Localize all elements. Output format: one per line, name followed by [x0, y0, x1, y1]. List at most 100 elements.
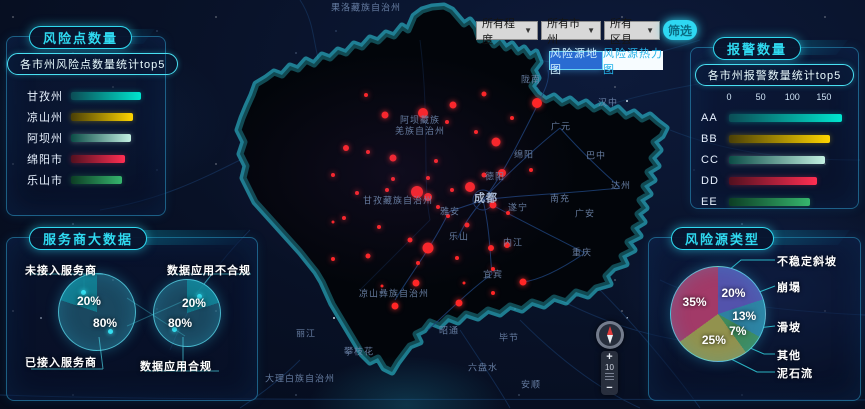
- layer-toggle-risk-map[interactable]: 风险源地图: [549, 48, 603, 76]
- slice-percent-label: 7%: [729, 324, 747, 339]
- chevron-down-icon: ▼: [524, 26, 532, 35]
- bar: [71, 175, 123, 184]
- risk-point-marker[interactable]: [385, 188, 389, 192]
- risk-point-marker[interactable]: [331, 173, 335, 177]
- compass-north-needle: [607, 326, 613, 335]
- district-select[interactable]: 所有区县 ▼: [604, 18, 660, 46]
- inner-roads: [359, 39, 621, 331]
- risk-point-marker[interactable]: [446, 214, 450, 218]
- bar-row: EE: [701, 191, 846, 212]
- slice-marker-dot: [80, 290, 86, 296]
- risk-point-marker[interactable]: [343, 145, 349, 151]
- alarms-subtitle-button[interactable]: 各市州报警数量统计top5: [694, 64, 855, 86]
- risk-point-marker[interactable]: [391, 177, 395, 181]
- slice-percent-label: 80%: [168, 315, 193, 330]
- bar-category-label: 凉山州: [27, 111, 63, 124]
- risk-point-marker[interactable]: [491, 291, 495, 295]
- layer-toggle-heatmap[interactable]: 风险源热力图: [603, 47, 663, 76]
- risk-point-marker[interactable]: [412, 279, 420, 287]
- bar-row: 凉山州: [27, 106, 141, 127]
- risk-point-marker[interactable]: [498, 169, 506, 177]
- risk-point-marker[interactable]: [331, 220, 335, 224]
- bar-category-label: DD: [701, 174, 719, 187]
- severity-select[interactable]: 所有程度 ▼: [476, 18, 538, 46]
- risk-point-marker[interactable]: [532, 98, 542, 108]
- slice-percent-label: 35%: [682, 295, 707, 310]
- risk-point-marker[interactable]: [331, 257, 335, 261]
- risk-point-marker[interactable]: [424, 193, 432, 201]
- zoom-slider[interactable]: [605, 373, 614, 383]
- risk-point-marker[interactable]: [519, 278, 527, 286]
- bar-category-label: CC: [701, 153, 719, 166]
- panel-risk-points: 风险点数量 各市州风险点数量统计top5 甘孜州 凉山州 阿坝州 绵阳市 乐山市: [6, 26, 179, 216]
- risk-point-marker[interactable]: [426, 176, 430, 180]
- provider-label-connected: 已接入服务商: [25, 357, 97, 369]
- risk-point-marker[interactable]: [455, 256, 459, 260]
- risk-point-marker[interactable]: [436, 205, 440, 209]
- city-select[interactable]: 所有市州 ▼: [541, 18, 601, 46]
- map-zoom-control: + 10 −: [601, 351, 618, 395]
- risk-point-marker[interactable]: [465, 182, 475, 192]
- risk-point-marker[interactable]: [365, 253, 371, 259]
- slice-marker-dot: [196, 293, 202, 299]
- risk-point-marker[interactable]: [391, 302, 399, 310]
- legend-landslide: 滑坡: [777, 322, 801, 334]
- risk-point-marker[interactable]: [364, 93, 368, 97]
- risk-point-marker[interactable]: [455, 299, 463, 307]
- risk-point-marker[interactable]: [355, 191, 359, 195]
- risk-types-pie: 20% 13% 7% 25% 35%: [670, 266, 766, 362]
- risk-point-marker[interactable]: [474, 130, 478, 134]
- risk-point-marker[interactable]: [510, 116, 514, 120]
- risk-point-marker[interactable]: [464, 222, 470, 228]
- bar: [729, 176, 817, 185]
- bar-row: DD: [701, 170, 846, 191]
- compass-icon[interactable]: [596, 321, 624, 349]
- bar: [71, 133, 131, 142]
- axis-tick: 0: [726, 92, 732, 102]
- risk-point-marker[interactable]: [418, 108, 428, 118]
- bar: [729, 155, 826, 164]
- risk-point-marker[interactable]: [489, 201, 497, 209]
- risk-point-marker[interactable]: [380, 284, 384, 288]
- risk-point-marker[interactable]: [445, 120, 449, 124]
- risk-point-marker[interactable]: [434, 159, 438, 163]
- panel-risk-types-title: 风险源类型: [671, 227, 775, 250]
- risk-point-marker[interactable]: [488, 245, 494, 251]
- zoom-out-button[interactable]: −: [606, 381, 613, 394]
- risk-point-marker[interactable]: [377, 225, 381, 229]
- axis-tick: 150: [816, 92, 832, 102]
- risk-point-marker[interactable]: [481, 172, 487, 178]
- panel-alarms: 报警数量 各市州报警数量统计top5 0 50 100 150 AA BB CC DD EE: [690, 37, 859, 212]
- bar-row: 绵阳市: [27, 148, 141, 169]
- risk-point-marker[interactable]: [491, 137, 501, 147]
- zoom-in-button[interactable]: +: [606, 351, 613, 363]
- risk-point-marker[interactable]: [389, 154, 397, 162]
- risk-point-marker[interactable]: [491, 267, 495, 271]
- risk-point-marker[interactable]: [449, 101, 457, 109]
- bar-axis: 0 50 100 150: [726, 92, 846, 105]
- risk-point-marker[interactable]: [416, 261, 420, 265]
- risk-point-marker[interactable]: [462, 281, 466, 285]
- slice-percent-label: 25%: [701, 332, 726, 347]
- risk-point-marker[interactable]: [407, 237, 413, 243]
- risk-point-marker[interactable]: [422, 242, 434, 254]
- bar-row: 阿坝州: [27, 127, 141, 148]
- risk-point-marker[interactable]: [504, 242, 510, 248]
- risk-points-subtitle-button[interactable]: 各市州风险点数量统计top5: [7, 53, 179, 75]
- bar-category-label: BB: [701, 132, 718, 145]
- bar-row: AA: [701, 107, 846, 128]
- bar-category-label: 甘孜州: [27, 90, 63, 103]
- legend-unstable-slope: 不稳定斜坡: [777, 256, 837, 268]
- risk-point-marker[interactable]: [506, 211, 510, 215]
- filter-button[interactable]: 筛选: [663, 20, 697, 40]
- bar: [71, 154, 125, 163]
- risk-point-marker[interactable]: [381, 111, 389, 119]
- risk-point-marker[interactable]: [411, 186, 423, 198]
- risk-point-marker[interactable]: [450, 188, 454, 192]
- risk-point-marker[interactable]: [529, 168, 533, 172]
- bar: [71, 112, 133, 121]
- axis-tick: 50: [755, 92, 766, 102]
- risk-point-marker[interactable]: [481, 91, 487, 97]
- risk-point-marker[interactable]: [366, 150, 370, 154]
- risk-point-marker[interactable]: [342, 216, 346, 220]
